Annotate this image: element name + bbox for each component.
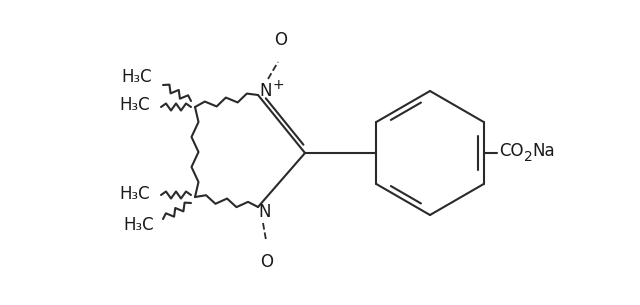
Text: Na: Na	[532, 142, 556, 160]
Text: H₃C: H₃C	[124, 216, 154, 234]
Text: 2: 2	[524, 150, 532, 164]
Text: CO: CO	[499, 142, 523, 160]
Text: O: O	[275, 31, 287, 49]
Text: N: N	[260, 82, 272, 100]
Text: +: +	[272, 78, 284, 92]
Text: N: N	[259, 203, 271, 221]
Text: H₃C: H₃C	[122, 68, 152, 86]
Text: H₃C: H₃C	[120, 185, 150, 203]
Text: H₃C: H₃C	[120, 96, 150, 114]
Text: O: O	[260, 253, 273, 271]
